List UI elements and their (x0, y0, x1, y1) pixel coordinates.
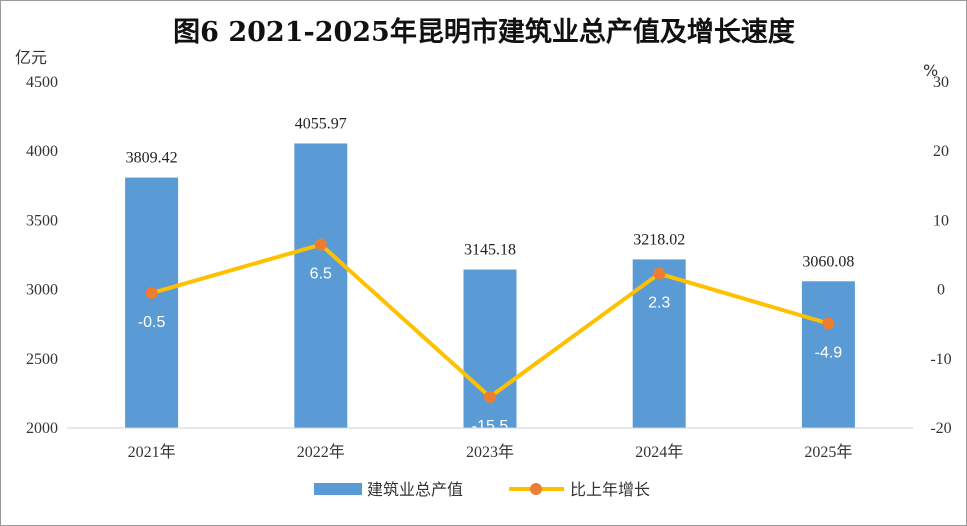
left-tick-label: 4000 (26, 143, 58, 160)
right-tick-label: -20 (930, 420, 951, 437)
category-label: 2022年 (297, 443, 345, 461)
right-tick-label: 20 (933, 143, 949, 160)
left-tick-label: 3000 (26, 282, 58, 299)
right-axis-unit: % (923, 61, 938, 80)
growth-value-label: -0.5 (138, 314, 166, 331)
growth-point (145, 287, 158, 300)
growth-value-label: -15.5 (472, 418, 509, 435)
legend-line-marker (530, 483, 542, 495)
legend-line-label: 比上年增长 (570, 480, 650, 499)
bar (463, 269, 517, 428)
category-label: 2025年 (804, 443, 852, 461)
bar-value-label: 3809.42 (126, 150, 178, 167)
bar (294, 143, 348, 429)
growth-value-label: 2.3 (648, 295, 670, 312)
bar (801, 281, 855, 428)
left-tick-label: 4500 (26, 74, 58, 91)
category-label: 2024年 (635, 443, 683, 461)
bar (125, 177, 179, 428)
growth-point (484, 390, 496, 403)
category-label: 2023年 (466, 443, 514, 461)
bar-value-label: 3145.18 (464, 242, 516, 259)
growth-value-label: -4.9 (815, 345, 843, 362)
bar (632, 259, 686, 428)
right-tick-label: -10 (930, 351, 951, 368)
bar-value-label: 3060.08 (802, 253, 854, 270)
right-tick-label: 0 (937, 282, 945, 299)
right-tick-label: 30 (933, 74, 949, 91)
growth-point (653, 267, 666, 280)
legend-bar-swatch (314, 483, 362, 495)
legend-bar-label: 建筑业总产值 (367, 480, 463, 499)
bar-value-label: 3218.02 (633, 231, 685, 248)
growth-value-label: 6.5 (310, 266, 332, 283)
growth-point (822, 317, 835, 330)
chart-title: 图6 2021-2025年昆明市建筑业总产值及增长速度 (173, 16, 795, 48)
growth-point (314, 238, 327, 251)
bar-value-label: 4055.97 (295, 115, 347, 132)
left-tick-label: 2000 (26, 420, 58, 437)
left-axis-unit: 亿元 (15, 48, 47, 67)
right-tick-label: 10 (933, 212, 949, 229)
category-label: 2021年 (128, 443, 176, 461)
left-tick-label: 2500 (26, 351, 58, 368)
left-tick-label: 3500 (26, 212, 58, 229)
